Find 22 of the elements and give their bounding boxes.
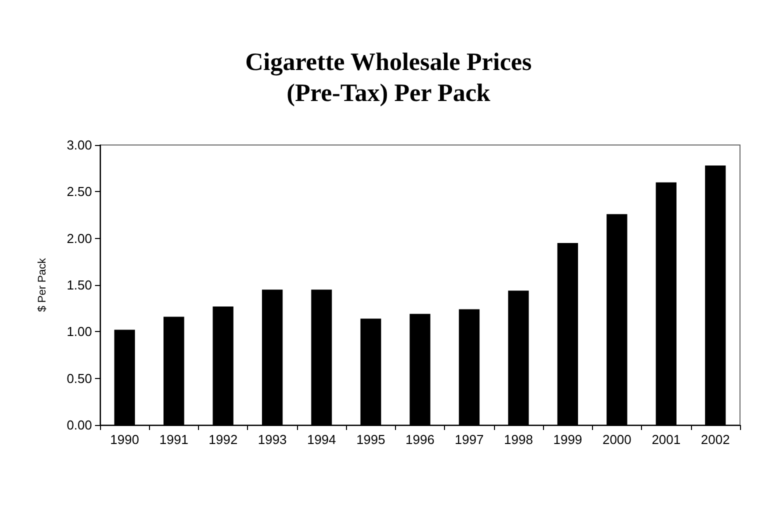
y-tick-label: 3.00 <box>66 138 92 152</box>
x-tick-label: 1997 <box>454 432 484 447</box>
x-tick-label: 1990 <box>110 432 140 447</box>
x-tick-label: 1999 <box>553 432 582 447</box>
x-tick-label: 2000 <box>602 432 632 447</box>
x-tick-label: 1998 <box>504 432 533 447</box>
y-tick-label: 2.50 <box>66 184 92 200</box>
y-tick-label: 0.50 <box>66 370 92 386</box>
x-tick-label: 1991 <box>159 432 188 447</box>
x-tick-label: 2002 <box>700 432 730 447</box>
y-tick-label: 1.00 <box>66 324 92 340</box>
y-tick-label: 1.50 <box>66 278 92 292</box>
y-tick-label: 2.00 <box>66 230 92 246</box>
x-tick-label: 2001 <box>652 432 681 447</box>
x-tick-label: 1996 <box>406 432 434 447</box>
chart-title: Cigarette Wholesale Prices (Pre-Tax) Per Pack <box>245 49 532 107</box>
x-tick-label: 1995 <box>356 432 386 447</box>
x-tick-label: 1993 <box>258 432 287 447</box>
x-tick-label: 1994 <box>307 432 336 447</box>
y-axis-title: $ Per Pack <box>36 258 48 312</box>
x-tick-label: 1992 <box>208 432 238 447</box>
y-tick-label: 0.00 <box>66 418 92 432</box>
